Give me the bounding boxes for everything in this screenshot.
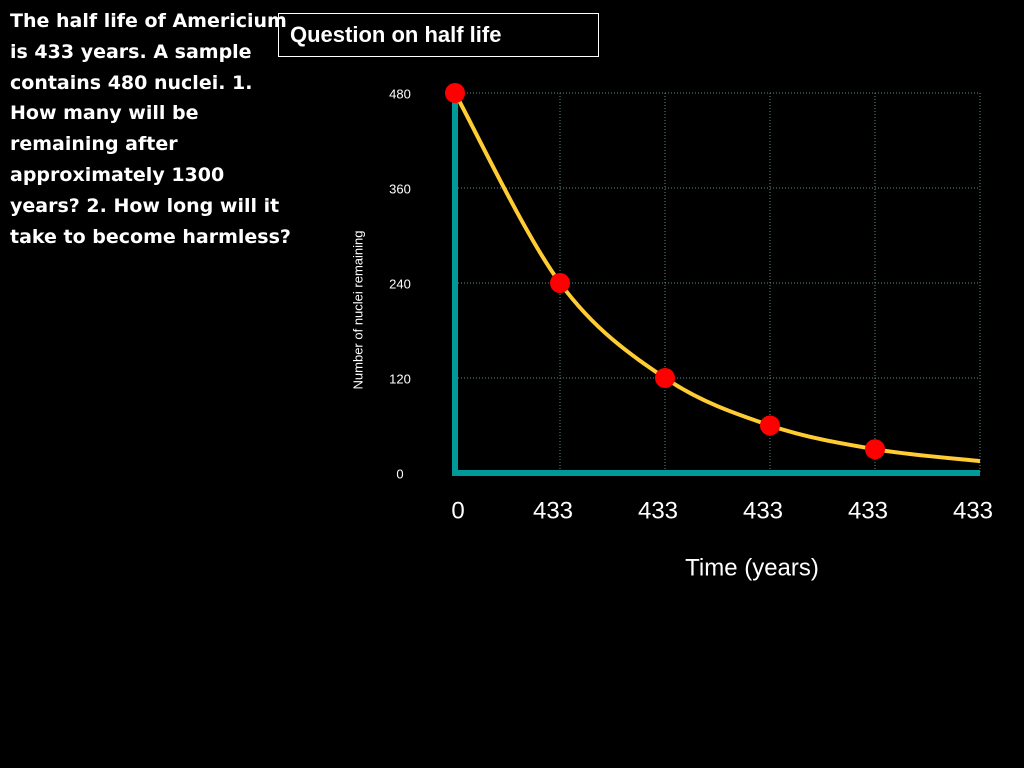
x-tick-label: 0 [451, 497, 464, 524]
x-axis-label: Time (years) [685, 554, 819, 581]
y-tick-label: 360 [389, 181, 411, 196]
data-point [550, 273, 570, 293]
x-tick-label: 433 [848, 497, 888, 524]
decay-curve [453, 92, 981, 464]
y-tick-label: 240 [389, 276, 411, 291]
y-tick-label: 120 [389, 371, 411, 386]
question-text: The half life of Americium is 433 years.… [10, 10, 291, 248]
data-point [865, 439, 885, 460]
data-point [655, 368, 675, 388]
title-box: Question on half life [278, 13, 599, 57]
data-point [445, 83, 465, 103]
x-tick-label: 433 [953, 497, 993, 524]
y-tick-label: 0 [396, 466, 403, 481]
y-axis-label: Number of nuclei remaining [350, 231, 365, 390]
x-tick-label: 433 [743, 497, 783, 524]
x-tick-label: 433 [533, 497, 573, 524]
y-tick-label: 480 [389, 86, 411, 101]
x-tick-label: 433 [638, 497, 678, 524]
chart-title: Question on half life [290, 22, 502, 47]
data-point [760, 415, 780, 436]
